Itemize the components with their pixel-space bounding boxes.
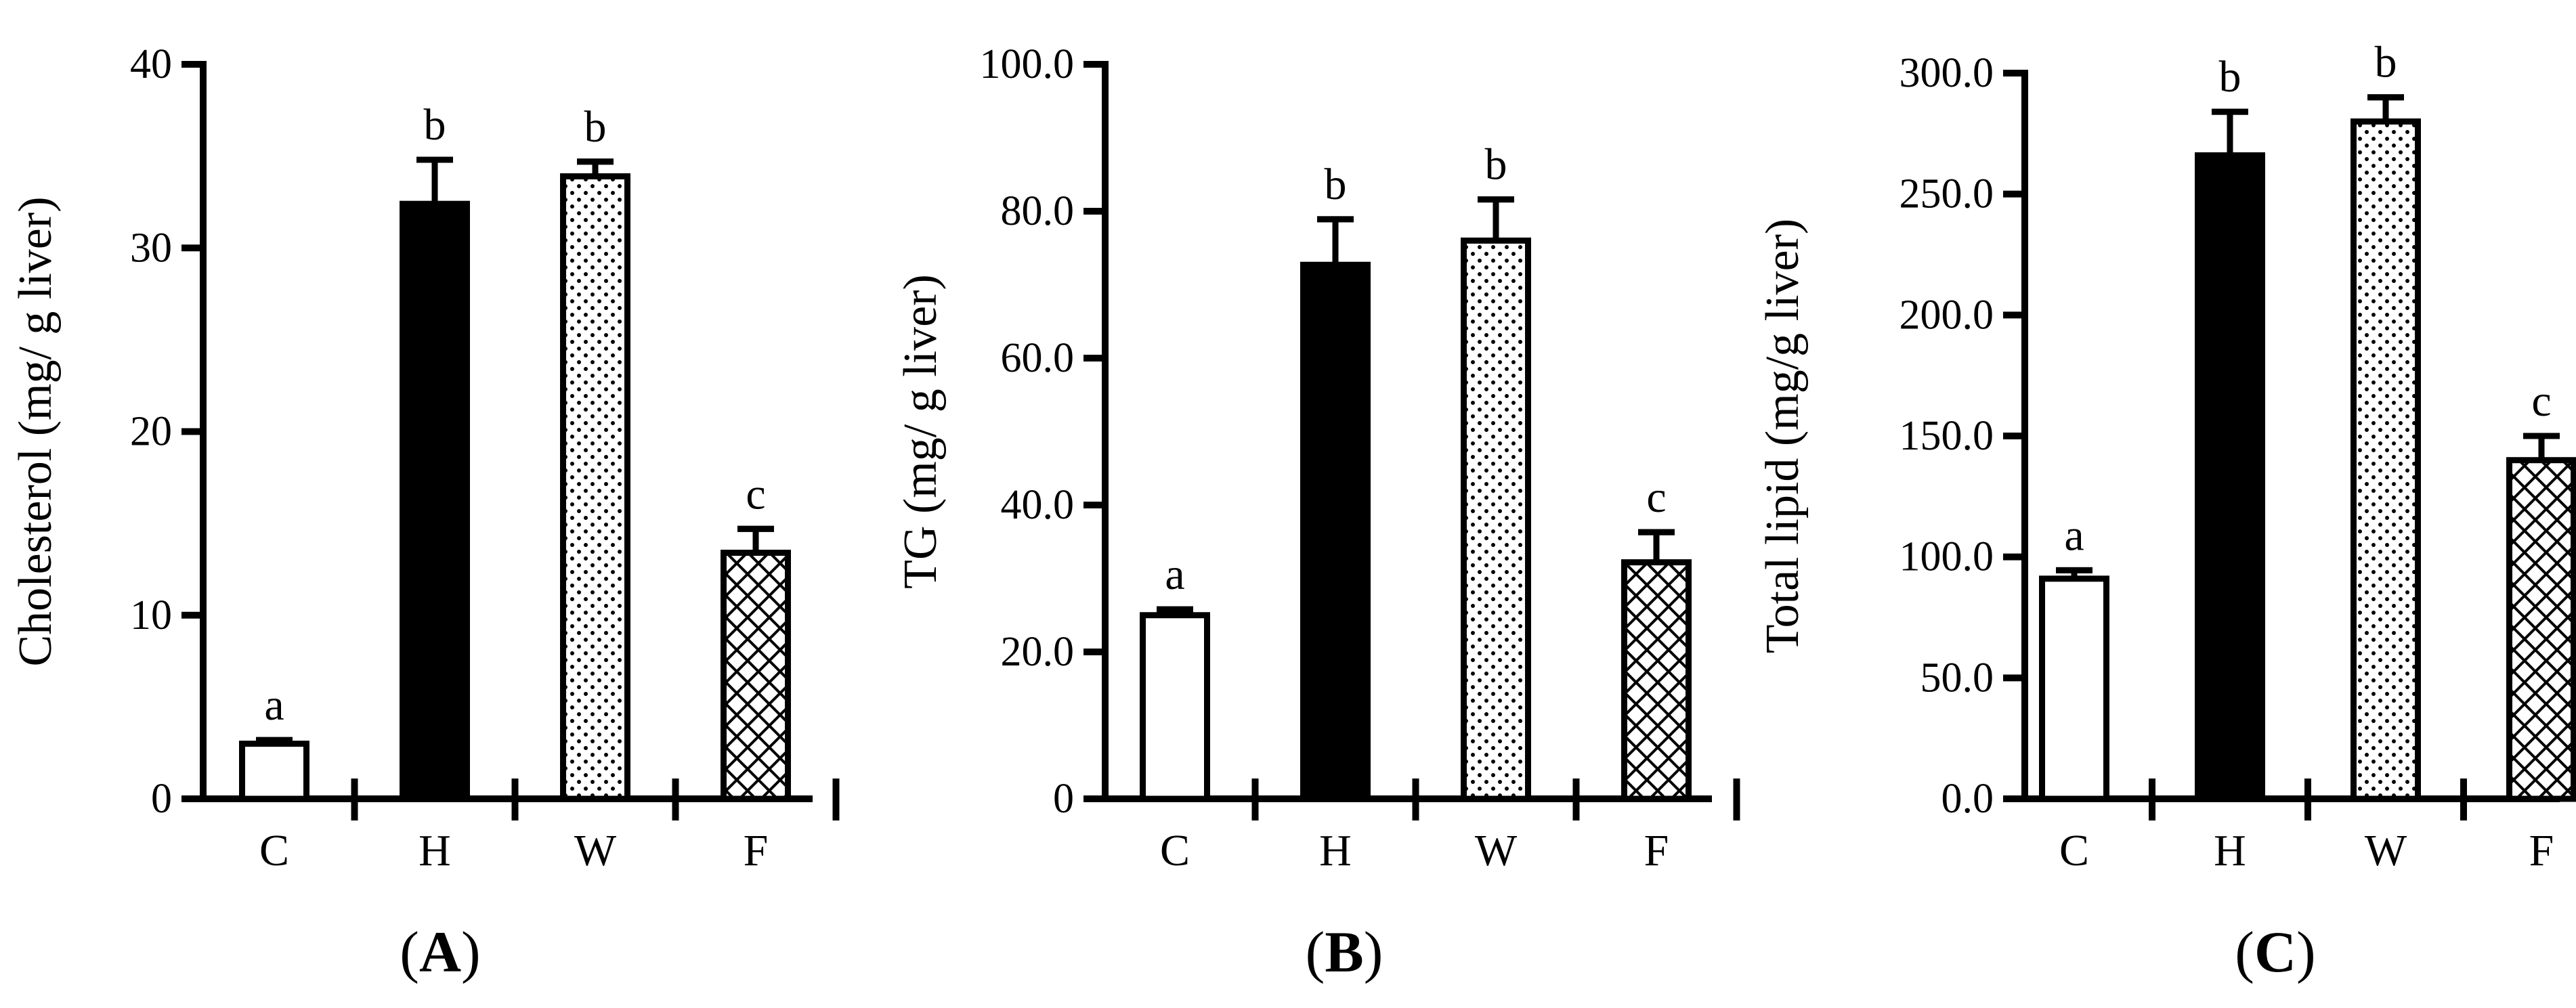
- panel-a-panel-label: (A): [400, 919, 480, 984]
- panel-a-significance-label-w: b: [584, 102, 607, 152]
- panel-c-x-category-label-f: F: [2529, 826, 2554, 875]
- panel-b-x-category-label-f: F: [1644, 826, 1669, 875]
- panel-a-y-tick-label: 20: [130, 409, 172, 455]
- chart-panel-c: 0.0 50.0 100.0 150.0 200.0 250.0 300.0 a Cb Hb Wc F…: [1757, 38, 2576, 984]
- panel-b-y-axis-title: TG (mg/ g liver): [895, 274, 947, 589]
- panel-c-significance-label-w: b: [2375, 38, 2397, 87]
- panel-a-x-category-label-h: H: [418, 826, 451, 875]
- panel-c-y-axis-title: Total lipid (mg/g liver): [1757, 219, 1809, 653]
- panel-b-bar-c: [1140, 612, 1210, 802]
- panel-c-significance-label-h: b: [2219, 52, 2241, 102]
- panel-b-x-category-label-h: H: [1319, 826, 1352, 875]
- panel-b-significance-label-w: b: [1485, 140, 1507, 190]
- panel-a-y-tick-label: 40: [130, 41, 172, 87]
- panel-c-x-category-label-h: H: [2214, 826, 2246, 875]
- panel-c-y-tick-label: 150.0: [1899, 413, 1994, 459]
- panel-a-x-category-label-w: W: [574, 826, 617, 875]
- panel-c-bar-f: [2506, 457, 2576, 802]
- panel-a-bar-f: [721, 550, 791, 802]
- panel-b-panel-label: (B): [1306, 919, 1383, 984]
- panel-c-bar-h: [2195, 152, 2265, 802]
- panel-c-bar-w: [2350, 118, 2421, 802]
- panel-a-bar-w: [560, 173, 630, 802]
- chart-panel-b: 0 20.0 40.0 60.0 80.0 100.0 a Cb Hb Wc F TG (mg/ g …: [895, 41, 1740, 984]
- panel-c-x-category-label-w: W: [2365, 826, 2407, 875]
- panel-a-y-tick-label: 10: [130, 592, 172, 638]
- panel-a-y-tick-label: 30: [130, 225, 172, 271]
- panel-c-y-tick-label: 300.0: [1899, 50, 1994, 96]
- panel-a-significance-label-f: c: [746, 469, 765, 519]
- panel-a-bar-h: [400, 200, 470, 802]
- panel-b-y-tick-label: 40.0: [1001, 482, 1075, 528]
- panel-b-bar-w: [1461, 237, 1531, 802]
- panel-c-y-tick-label: 250.0: [1899, 171, 1994, 217]
- panel-a-significance-label-h: b: [424, 100, 446, 150]
- panel-a-significance-label-c: a: [264, 680, 284, 730]
- panel-c-y-tick-label: 100.0: [1899, 534, 1994, 580]
- panel-b-y-tick-label: 80.0: [1001, 188, 1075, 234]
- panel-b-significance-label-f: c: [1646, 473, 1666, 522]
- chart-panel-a: 0 10 20 30 40 a Cb Hb Wc F Cholesterol (mg/ g live…: [9, 41, 840, 984]
- panel-b-bar-h: [1300, 261, 1371, 802]
- panel-a-y-tick-label: 0: [151, 776, 172, 822]
- panel-b-y-tick-label: 60.0: [1001, 335, 1075, 381]
- panel-b-bar-f: [1621, 559, 1692, 802]
- panel-a-x-category-label-c: C: [259, 826, 289, 875]
- panel-c-significance-label-c: a: [2064, 510, 2084, 560]
- panel-c-y-tick-label: 50.0: [1920, 655, 1994, 701]
- panel-a-y-axis-title: Cholesterol (mg/ g liver): [9, 196, 62, 666]
- panel-c-y-tick-label: 0.0: [1941, 776, 1994, 822]
- panel-b-y-tick-label: 20.0: [1001, 629, 1075, 675]
- panel-a-bar-c: [239, 741, 309, 802]
- panel-b-x-category-label-c: C: [1160, 826, 1190, 875]
- panel-c-significance-label-f: c: [2531, 376, 2551, 426]
- panel-b-y-tick-label: 0: [1053, 776, 1074, 822]
- panel-b-y-tick-label: 100.0: [980, 41, 1075, 87]
- panel-c-bar-c: [2039, 575, 2109, 802]
- panel-b-significance-label-c: a: [1165, 550, 1184, 599]
- panel-c-x-category-label-c: C: [2059, 826, 2089, 875]
- panel-c-panel-label: (C): [2235, 919, 2315, 984]
- panel-b-significance-label-h: b: [1325, 160, 1347, 209]
- panel-a-x-category-label-f: F: [744, 826, 769, 875]
- panel-c-y-tick-label: 200.0: [1899, 292, 1994, 338]
- panel-b-x-category-label-w: W: [1475, 826, 1518, 875]
